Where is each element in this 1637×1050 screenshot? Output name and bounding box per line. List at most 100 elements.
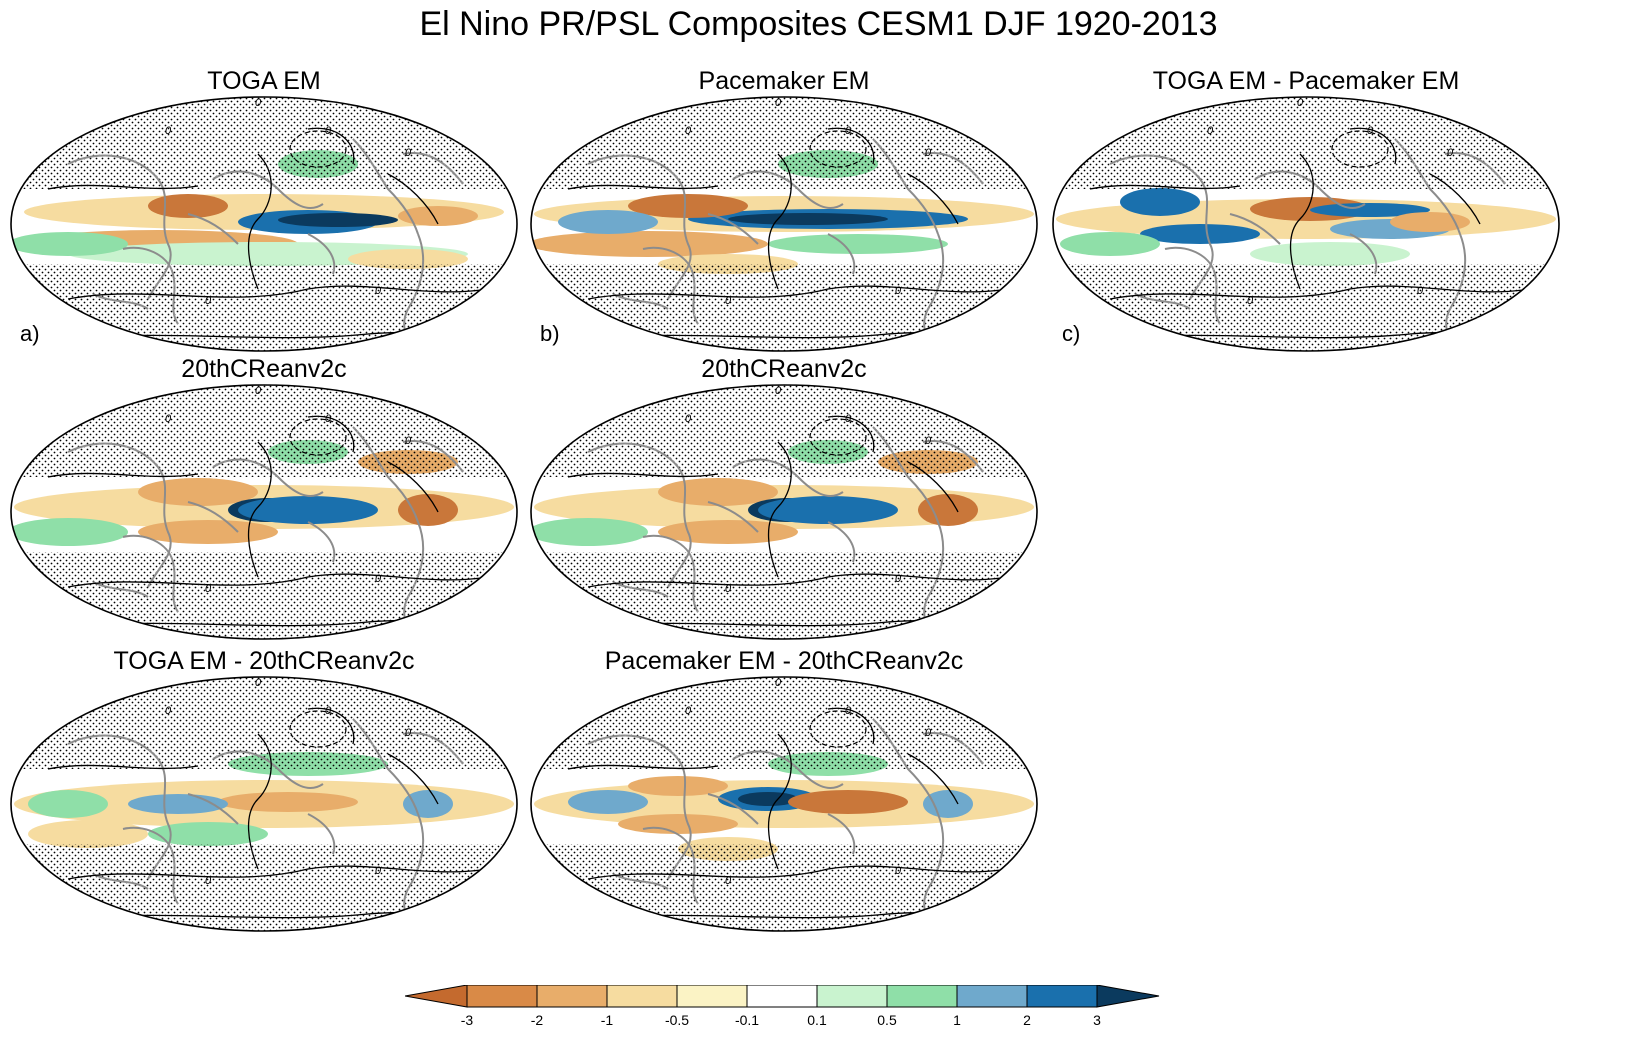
colorbar-segment — [606, 984, 678, 1008]
map-toga: 0 0 0 0 0 0 0 — [10, 96, 518, 352]
precip-anomaly — [531, 231, 768, 257]
precip-anomaly — [758, 496, 898, 524]
contour-label: 0 — [895, 865, 902, 877]
precip-anomaly — [628, 194, 748, 218]
panel-title: Pacemaker EM — [698, 67, 870, 95]
map-field: 0 0 0 0 0 0 0 — [11, 677, 517, 931]
contour-label: 0 — [95, 915, 102, 927]
colorbar-segment — [886, 984, 958, 1008]
coastline — [402, 440, 464, 473]
psl-contour-negative — [809, 418, 867, 456]
precip-anomaly — [658, 478, 778, 506]
panel-title: Pacemaker EM - 20thCReanv2c — [604, 647, 964, 675]
map-field: 0 0 0 0 0 0 0 — [1053, 97, 1559, 351]
contour-label: 0 — [205, 583, 212, 595]
contour-label: 0 — [775, 385, 782, 397]
colorbar-segment — [676, 984, 748, 1008]
precip-anomaly — [11, 518, 128, 546]
psl-contour — [827, 415, 875, 453]
psl-contour — [307, 127, 355, 165]
coastline — [922, 152, 984, 185]
coastline — [307, 233, 336, 275]
psl-contour — [387, 461, 439, 513]
psl-contour-negative — [809, 710, 867, 748]
contour-label: 0 — [615, 335, 622, 347]
map-field: 0 0 0 0 0 0 0 — [11, 385, 517, 639]
panel-toga-minus-reanalysis: TOGA EM - 20thCReanv2c 0 0 0 0 0 0 0 — [8, 644, 520, 934]
colorbar-extend-low — [404, 984, 468, 1008]
coastline — [352, 718, 419, 815]
coastline — [732, 458, 844, 497]
coastline — [1254, 170, 1366, 209]
coastline — [872, 426, 939, 523]
contour-label: 0 — [1297, 97, 1304, 109]
colorbar-tick-label: 2 — [1023, 1012, 1031, 1028]
map-reanalysis-1: 0 0 0 0 0 0 0 — [10, 384, 518, 640]
contour-label: 0 — [205, 295, 212, 307]
psl-contour — [1109, 285, 1531, 300]
coastline — [402, 152, 464, 185]
stipple-north — [11, 677, 517, 769]
psl-contour — [67, 865, 489, 880]
precip-anomaly — [403, 790, 453, 818]
psl-contour-negative — [289, 130, 347, 168]
psl-contour — [587, 285, 1009, 300]
psl-contour — [247, 733, 272, 870]
psl-contour — [247, 441, 272, 578]
colorbar-tick-label: -2 — [531, 1012, 544, 1028]
contour-label: 0 — [685, 413, 692, 425]
coastline — [612, 873, 669, 890]
psl-contour — [827, 127, 875, 165]
coastline — [212, 170, 324, 209]
psl-contour — [767, 441, 792, 578]
precip-anomaly — [138, 520, 278, 544]
stipple-north — [11, 97, 517, 189]
coastline — [1349, 233, 1378, 275]
coastline — [1134, 293, 1191, 310]
precip-anomaly — [278, 213, 398, 227]
contour-label: 0 — [165, 413, 172, 425]
precip-anomaly — [558, 210, 658, 234]
psl-contour — [1289, 153, 1314, 290]
precip-anomaly — [148, 822, 268, 846]
colorbar-segment — [956, 984, 1028, 1008]
contour-label: 0 — [1207, 125, 1214, 137]
stipple-north — [531, 385, 1037, 477]
precip-anomaly — [728, 213, 888, 225]
contour-label: 0 — [205, 875, 212, 887]
colorbar: -3 -2 -1 -0.5 -0.1 0.1 0.5 1 2 3 — [404, 984, 1227, 1045]
psl-contour — [567, 184, 719, 190]
contour-label: 0 — [405, 147, 412, 159]
coastline — [612, 581, 669, 598]
precip-anomaly — [768, 234, 948, 254]
contour-label: 0 — [325, 125, 332, 137]
map-field: 0 0 0 0 0 0 0 — [11, 97, 517, 351]
stipple-north — [531, 97, 1037, 189]
coastline — [67, 442, 172, 588]
contour-label: 0 — [95, 335, 102, 347]
psl-contour — [47, 184, 199, 190]
colorbar-segment — [1026, 984, 1098, 1008]
stipple-south — [11, 844, 517, 931]
map-field: 0 0 0 0 0 0 0 — [531, 385, 1037, 639]
contour-label: 0 — [725, 875, 732, 887]
precip-anomaly — [1390, 212, 1470, 232]
stipple-south — [11, 264, 517, 351]
contour-label: 0 — [1247, 295, 1254, 307]
psl-contour — [907, 753, 959, 805]
psl-contour — [67, 285, 489, 300]
psl-contour — [387, 173, 439, 225]
coastline — [122, 246, 179, 325]
coastline — [872, 138, 939, 235]
colorbar-segment — [746, 984, 818, 1008]
contour-label: 0 — [1367, 125, 1374, 137]
psl-contour — [767, 153, 792, 290]
colorbar-tick-label: 0.5 — [877, 1012, 897, 1028]
precip-anomaly — [628, 776, 728, 796]
coastline — [827, 813, 856, 855]
psl-contour — [827, 707, 875, 745]
psl-contour — [907, 173, 959, 225]
precip-anomaly — [1120, 188, 1200, 216]
coastline — [922, 732, 984, 765]
colorbar-segment — [466, 984, 538, 1008]
